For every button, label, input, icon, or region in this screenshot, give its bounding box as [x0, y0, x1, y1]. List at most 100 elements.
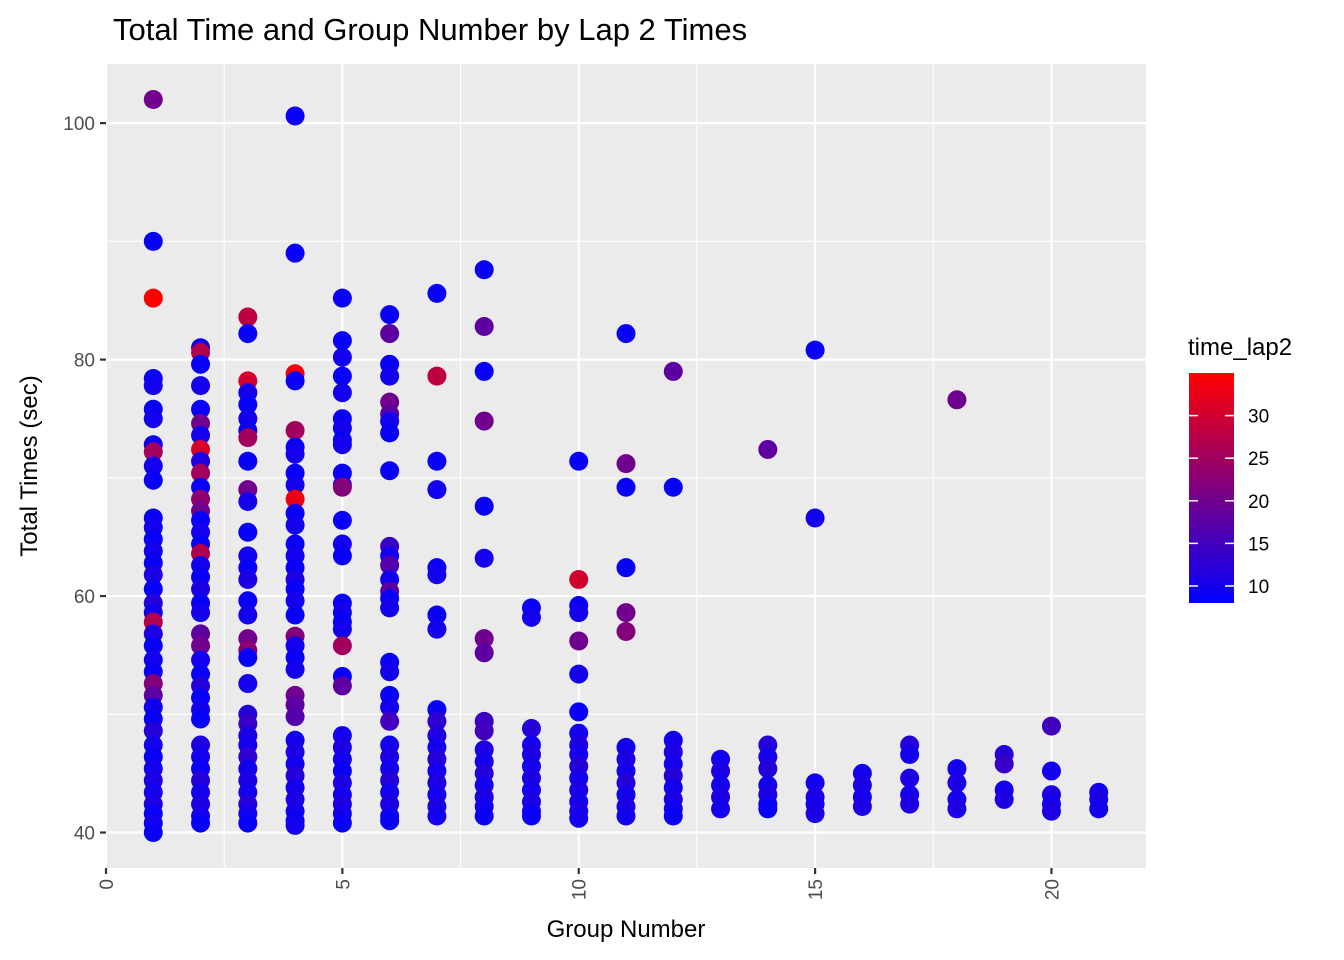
data-point [143, 579, 163, 599]
data-point [143, 721, 163, 741]
data-point [191, 650, 211, 670]
legend-break-label: 20 [1248, 492, 1269, 513]
data-point [332, 813, 352, 833]
data-point [427, 451, 447, 471]
data-point [569, 702, 589, 722]
data-point [474, 411, 494, 431]
data-point [380, 366, 400, 386]
data-point [332, 619, 352, 639]
y-tick-label: 40 [74, 824, 95, 845]
data-point [285, 475, 305, 495]
data-point [616, 558, 636, 578]
data-points [143, 89, 1109, 843]
data-point [1089, 799, 1109, 819]
data-point [332, 676, 352, 696]
data-point [143, 442, 163, 462]
data-point [285, 591, 305, 611]
data-point [616, 454, 636, 474]
data-point [569, 451, 589, 471]
data-point [805, 773, 825, 793]
data-point [143, 89, 163, 109]
data-point [332, 347, 352, 367]
data-point [805, 508, 825, 528]
data-point [285, 707, 305, 727]
data-point [380, 423, 400, 443]
data-point [191, 376, 211, 396]
chart-title: Total Time and Group Number by Lap 2 Tim… [113, 12, 747, 47]
data-point [143, 823, 163, 843]
data-point [1041, 761, 1061, 781]
data-point [569, 664, 589, 684]
data-point [332, 510, 352, 530]
data-point [900, 768, 920, 788]
x-tick-label: 20 [1042, 879, 1063, 900]
data-point [285, 371, 305, 391]
legend-colorbar [1189, 373, 1234, 603]
data-point [521, 718, 541, 738]
data-point [852, 797, 872, 817]
data-point [380, 555, 400, 575]
data-point [616, 324, 636, 344]
data-point [143, 636, 163, 656]
data-point [569, 631, 589, 651]
data-point [285, 659, 305, 679]
data-point [805, 804, 825, 824]
data-point [332, 366, 352, 386]
data-point [616, 603, 636, 623]
data-point [947, 390, 967, 410]
data-point [143, 470, 163, 490]
data-point [191, 709, 211, 729]
data-point [994, 754, 1014, 774]
data-point [332, 383, 352, 403]
data-point [285, 515, 305, 535]
data-point [616, 622, 636, 642]
data-point [380, 305, 400, 325]
data-point [427, 605, 447, 625]
data-point [994, 789, 1014, 809]
data-point [427, 619, 447, 639]
data-point [143, 231, 163, 251]
data-point [332, 288, 352, 308]
data-point [238, 813, 258, 833]
data-point [427, 711, 447, 731]
data-point [238, 522, 258, 542]
data-point [474, 548, 494, 568]
data-point [285, 489, 305, 509]
data-point [285, 106, 305, 126]
data-point [427, 283, 447, 303]
data-point [380, 662, 400, 682]
y-axis-title: Total Times (sec) [16, 375, 43, 556]
data-point [1041, 801, 1061, 821]
data-point [380, 811, 400, 831]
data-point [332, 636, 352, 656]
data-point [427, 565, 447, 585]
data-point [285, 815, 305, 835]
data-point [191, 636, 211, 656]
data-point [191, 354, 211, 374]
x-tick-label: 5 [333, 879, 354, 890]
data-point [191, 399, 211, 419]
data-point [711, 799, 731, 819]
data-point [663, 361, 683, 381]
data-point [191, 579, 211, 599]
data-point [238, 605, 258, 625]
data-point [380, 697, 400, 717]
data-point [332, 435, 352, 455]
color-legend: time_lap2 10 15 20 25 30 [1188, 334, 1292, 603]
data-point [474, 629, 494, 649]
data-point [427, 366, 447, 386]
data-point [238, 570, 258, 590]
legend-break-label: 15 [1248, 534, 1269, 555]
legend-ticks: 10 15 20 25 30 [1189, 407, 1269, 598]
data-point [805, 340, 825, 360]
data-point [238, 491, 258, 511]
legend-break-label: 10 [1248, 577, 1269, 598]
data-point [758, 799, 778, 819]
data-point [663, 806, 683, 826]
data-point [238, 451, 258, 471]
legend-title: time_lap2 [1188, 334, 1292, 361]
legend-break-label: 30 [1248, 407, 1269, 428]
data-point [143, 288, 163, 308]
data-point [521, 607, 541, 627]
data-point [474, 260, 494, 280]
